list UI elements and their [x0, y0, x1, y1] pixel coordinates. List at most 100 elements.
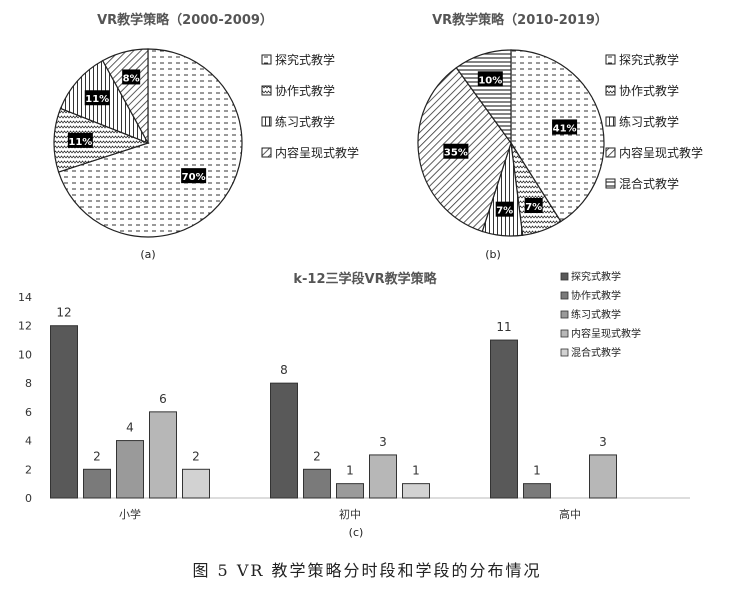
pie-chart-2000-2009: VR教学策略（2000-2009） 70% 11% 11% 8% 探究式教学协作式教学… [53, 12, 359, 261]
pie-slice [53, 107, 150, 173]
bar [303, 468, 331, 499]
bar [369, 454, 397, 499]
legend-label: 探究式教学 [571, 270, 621, 283]
pie-data-label: 7% [525, 202, 542, 213]
pie-data-label: 11% [68, 137, 92, 148]
legend-label: 内容呈现式教学 [275, 145, 359, 160]
bar [50, 325, 78, 499]
legend-swatch [560, 272, 569, 281]
pie-label-bg [495, 201, 514, 217]
bar-title: k-12三学段VR教学策略 [293, 271, 437, 287]
pie-label-bg [67, 132, 93, 148]
legend-swatch [261, 85, 272, 96]
bar [270, 382, 298, 499]
legend-swatch [261, 116, 272, 127]
legend-label: 探究式教学 [619, 52, 679, 67]
legend-swatch [560, 291, 569, 300]
figure-caption: 图 5 VR 教学策略分时段和学段的分布情况 [192, 561, 541, 580]
legend-swatch [605, 85, 616, 96]
bar-data-label: 2 [192, 449, 200, 463]
pie-label-bg [524, 198, 543, 214]
bar-chart-k12: k-12三学段VR教学策略 0 2 4 6 8 10 12 14 小学 初中 高中 12 2 4 6 2 8 2… [18, 270, 690, 539]
pie-b-slices: 41% 7% 7% 35% 10% [417, 49, 605, 237]
bar-data-label: 8 [280, 363, 288, 377]
pie-data-label: 11% [85, 94, 109, 105]
legend-label: 练习式教学 [619, 114, 679, 129]
bar [336, 483, 364, 499]
legend-swatch [261, 54, 272, 65]
legend-label: 协作式教学 [619, 83, 679, 98]
pie-label-bg [443, 143, 469, 159]
bar-data-label: 2 [93, 449, 101, 463]
pie-label-bg [552, 119, 578, 135]
y-tick-label: 2 [25, 463, 32, 476]
bar-data-label: 1 [412, 464, 420, 478]
bar-sublabel: (c) [349, 526, 364, 539]
pie-data-label: 8% [123, 73, 140, 84]
bar [402, 483, 430, 499]
y-tick-label: 10 [18, 348, 32, 361]
pie-label-bg [181, 168, 207, 184]
bar [490, 339, 518, 499]
x-tick-label: 小学 [119, 507, 141, 521]
y-tick-label: 12 [18, 320, 32, 333]
bar-data-label: 11 [496, 320, 511, 334]
y-tick-label: 4 [25, 435, 32, 448]
pie-b-sublabel: (b) [485, 248, 501, 261]
pie-a-title: VR教学策略（2000-2009） [97, 12, 273, 28]
pie-label-bg [84, 90, 110, 106]
bar [589, 454, 617, 499]
legend-swatch [605, 178, 616, 189]
legend-label: 内容呈现式教学 [619, 145, 703, 160]
pie-slice [57, 48, 243, 238]
legend-label: 协作式教学 [571, 289, 621, 302]
pie-label-bg [477, 71, 503, 87]
y-tick-label: 6 [25, 406, 32, 419]
pie-data-label: 35% [444, 148, 468, 159]
legend-swatch [605, 147, 616, 158]
legend-label: 混合式教学 [619, 176, 679, 191]
bar-data-label: 3 [379, 435, 387, 449]
bar [182, 468, 210, 499]
x-tick-label: 高中 [559, 507, 581, 521]
bar [149, 411, 177, 499]
legend-label: 内容呈现式教学 [571, 327, 641, 340]
pie-data-label: 41% [553, 123, 577, 134]
bar-data-label: 4 [126, 421, 134, 435]
y-tick-label: 0 [25, 492, 32, 505]
pie-a-sublabel: (a) [140, 248, 155, 261]
legend-label: 练习式教学 [275, 114, 335, 129]
bar-data-label: 1 [346, 464, 354, 478]
bar [116, 440, 144, 499]
legend-swatch [560, 329, 569, 338]
legend-swatch [605, 54, 616, 65]
legend-label: 混合式教学 [571, 346, 621, 359]
pie-data-label: 7% [496, 206, 513, 217]
pie-data-label: 10% [478, 75, 502, 86]
bar-data-label: 2 [313, 449, 321, 463]
pie-b-title: VR教学策略（2010-2019） [432, 12, 608, 28]
pie-a-slices: 70% 11% 11% 8% [53, 48, 243, 238]
legend-swatch [261, 147, 272, 158]
y-tick-label: 8 [25, 377, 32, 390]
bar [83, 468, 111, 499]
legend-swatch [605, 116, 616, 127]
bar [523, 483, 551, 499]
legend-label: 探究式教学 [275, 52, 335, 67]
legend-swatch [560, 348, 569, 357]
bar-data-label: 12 [56, 306, 71, 320]
pie-label-bg [122, 69, 141, 85]
legend-label: 协作式教学 [275, 83, 335, 98]
legend-swatch [560, 310, 569, 319]
bar-data-label: 6 [159, 392, 167, 406]
bar-data-label: 3 [599, 435, 607, 449]
x-tick-label: 初中 [339, 507, 361, 521]
pie-data-label: 70% [182, 172, 206, 183]
y-tick-label: 14 [18, 291, 32, 304]
legend-label: 练习式教学 [571, 308, 621, 321]
pie-chart-2010-2019: VR教学策略（2010-2019） 41% 7% 7% 35% 10% 探究式教学协作式… [417, 12, 703, 261]
